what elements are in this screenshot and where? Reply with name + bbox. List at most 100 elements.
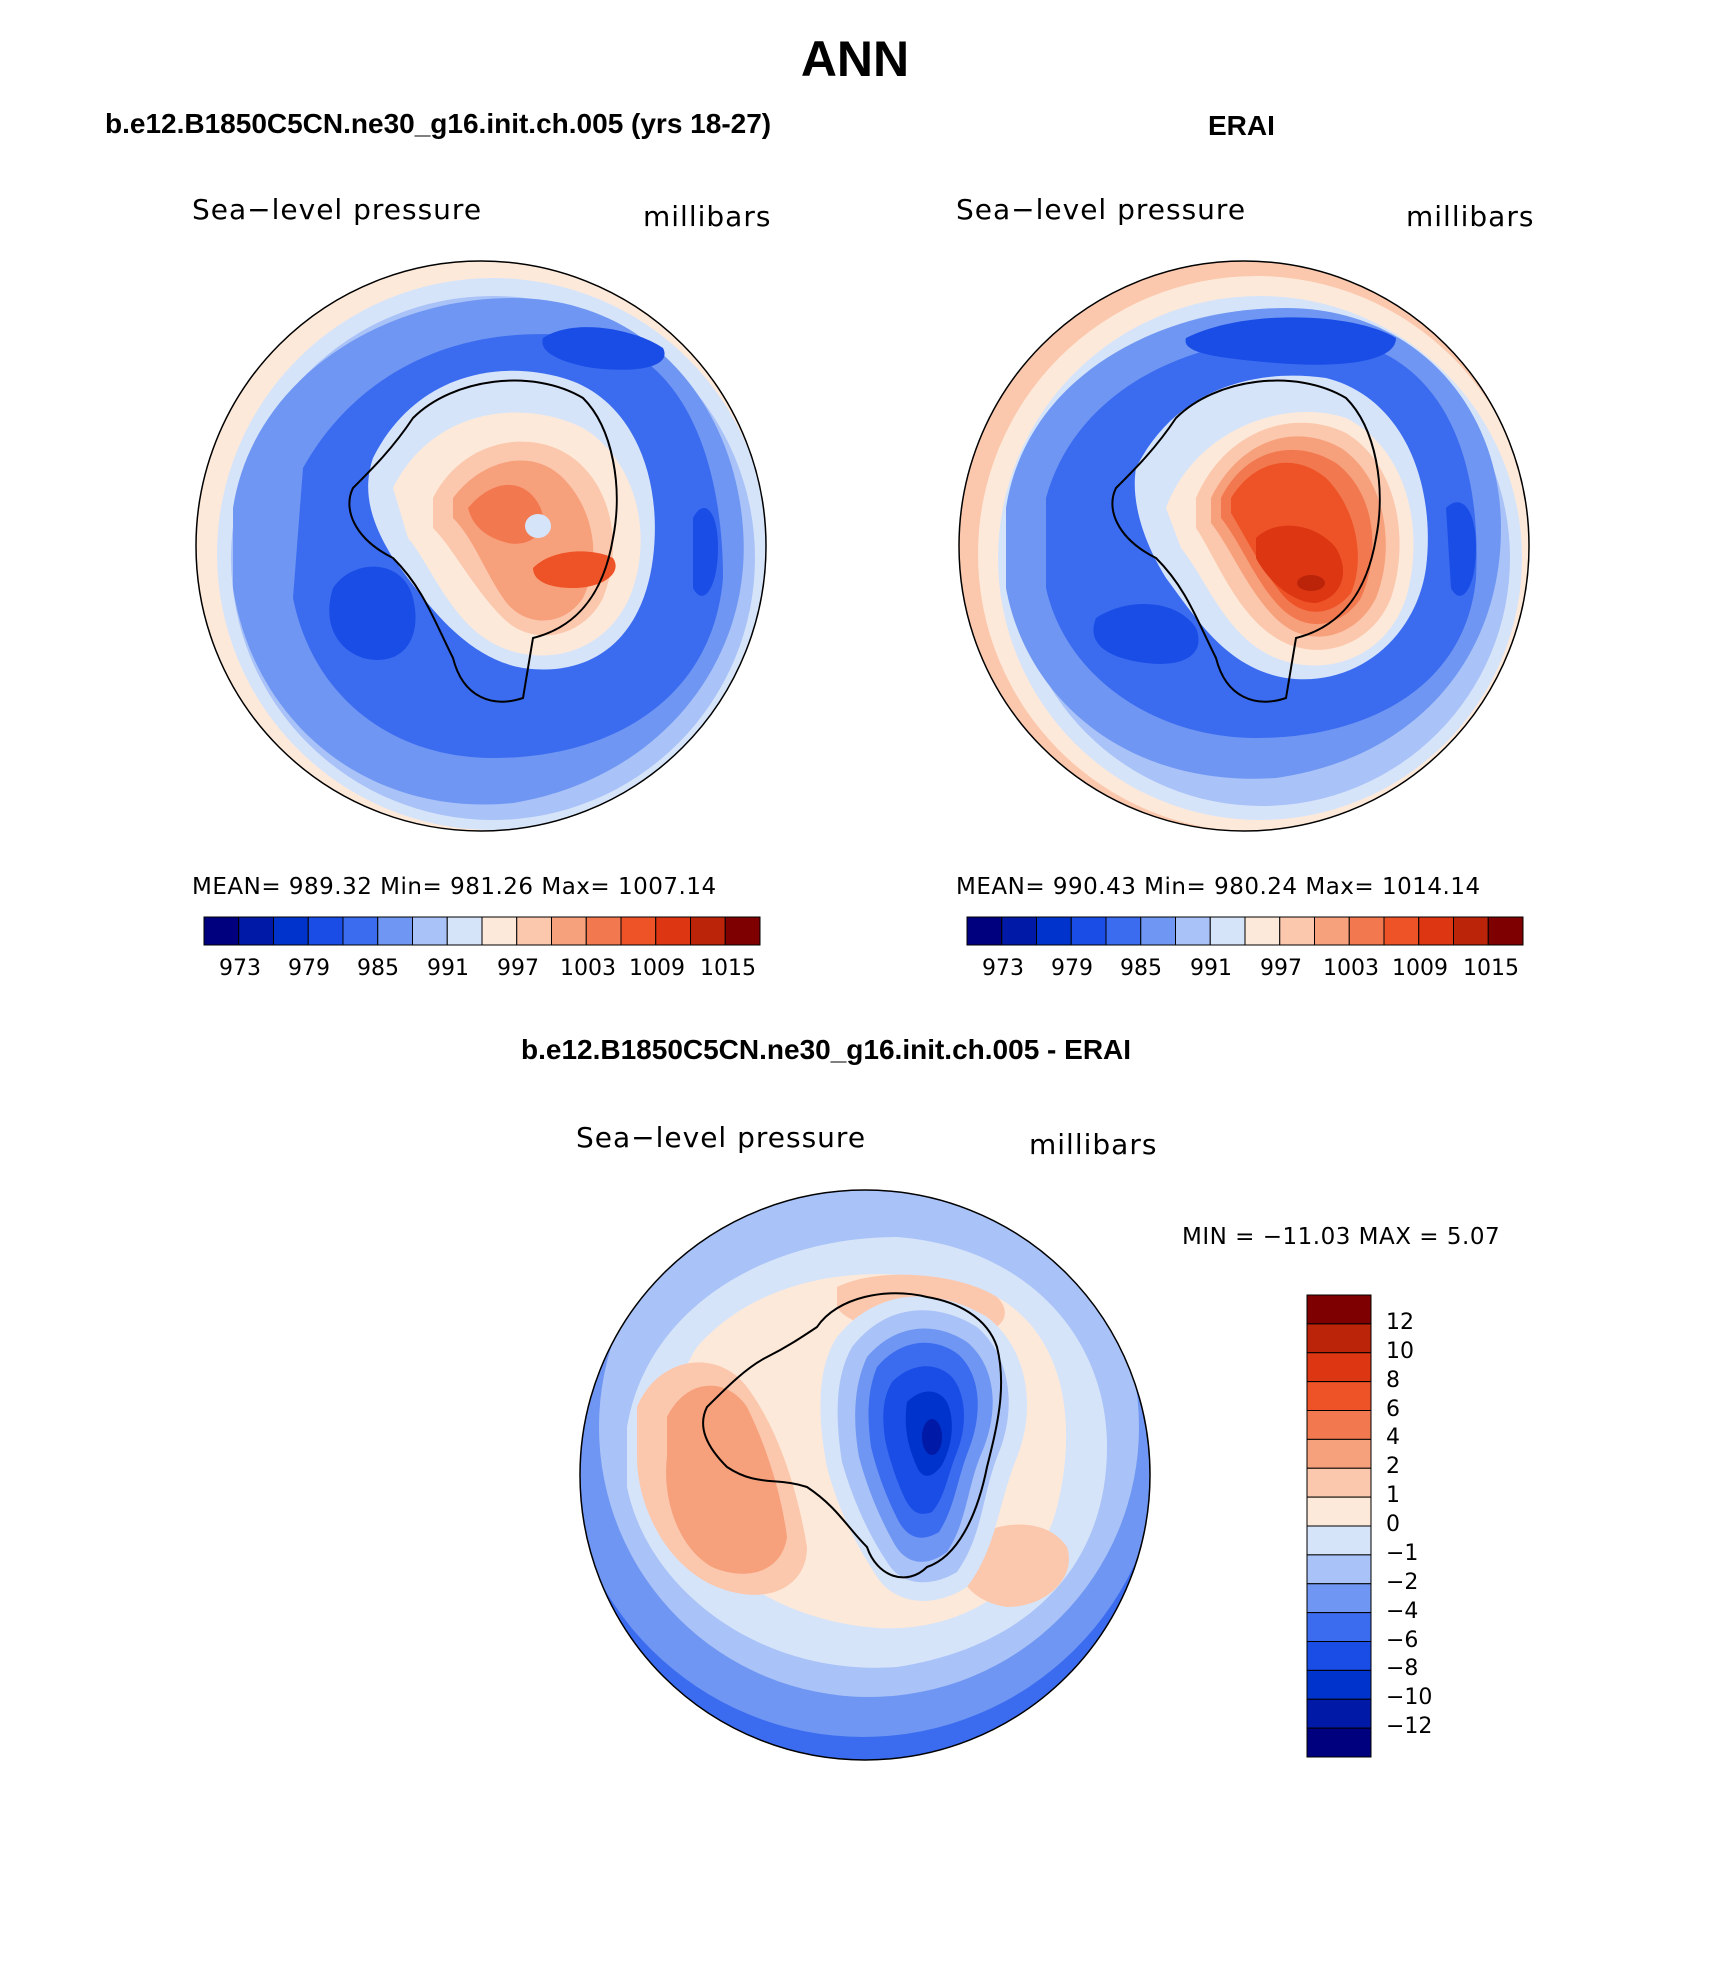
colorbar-swatch xyxy=(1314,916,1350,946)
colorbar-swatch xyxy=(1306,1612,1372,1642)
obs-tick-label: 991 xyxy=(1190,956,1232,981)
colorbar-swatch xyxy=(377,916,413,946)
obs-variable-label: Sea−level pressure xyxy=(956,193,1247,226)
diff-polar-map xyxy=(579,1189,1151,1761)
colorbar-swatch xyxy=(620,916,657,946)
colorbar-swatch xyxy=(238,916,274,946)
colorbar-swatch xyxy=(1306,1294,1372,1325)
model-tick-label: 1015 xyxy=(700,956,756,981)
model-tick-label: 985 xyxy=(357,956,399,981)
diff-tick-label: −2 xyxy=(1386,1569,1419,1595)
colorbar-swatch xyxy=(1105,916,1142,946)
colorbar-swatch xyxy=(1306,1727,1372,1758)
colorbar-swatch xyxy=(1487,916,1524,946)
colorbar-swatch xyxy=(481,916,518,946)
colorbar-swatch xyxy=(1306,1641,1372,1671)
diff-tick-label: −4 xyxy=(1386,1598,1419,1624)
model-tick-label: 973 xyxy=(219,956,261,981)
obs-colorbar xyxy=(966,916,1524,946)
model-variable-label: Sea−level pressure xyxy=(192,193,483,226)
colorbar-swatch xyxy=(1306,1496,1372,1527)
model-stats: MEAN= 989.32 Min= 981.26 Max= 1007.14 xyxy=(192,874,717,900)
obs-tick-label: 1009 xyxy=(1392,956,1448,981)
colorbar-swatch xyxy=(1306,1467,1372,1498)
colorbar-swatch xyxy=(1306,1381,1372,1411)
colorbar-swatch xyxy=(1306,1554,1372,1585)
colorbar-swatch xyxy=(585,916,622,946)
colorbar-swatch xyxy=(307,916,344,946)
diff-panel-title: b.e12.B1850C5CN.ne30_g16.init.ch.005 - E… xyxy=(521,1034,1132,1065)
diff-tick-label: 8 xyxy=(1386,1367,1400,1393)
model-units-label: millibars xyxy=(643,200,772,233)
diff-colorbar-ticks: 12 10 8 6 4 2 1 0 −1 −2 −4 −6 −8 −10 −12 xyxy=(1386,0,1536,1961)
diff-units-label: millibars xyxy=(1029,1128,1158,1161)
obs-stats: MEAN= 990.43 Min= 980.24 Max= 1014.14 xyxy=(956,874,1481,900)
colorbar-swatch xyxy=(1175,916,1211,946)
colorbar-swatch xyxy=(1140,916,1176,946)
colorbar-swatch xyxy=(1306,1438,1372,1469)
diff-tick-label: 2 xyxy=(1386,1454,1400,1480)
main-title: ANN xyxy=(800,31,910,87)
obs-tick-label: 985 xyxy=(1120,956,1162,981)
colorbar-swatch xyxy=(1306,1352,1372,1383)
colorbar-swatch xyxy=(446,916,483,946)
colorbar-swatch xyxy=(1209,916,1246,946)
obs-panel-title: ERAI xyxy=(1208,110,1275,141)
obs-tick-label: 1015 xyxy=(1463,956,1519,981)
model-panel-title: b.e12.B1850C5CN.ne30_g16.init.ch.005 (yr… xyxy=(105,108,772,139)
colorbar-swatch xyxy=(1306,1525,1372,1556)
colorbar-swatch xyxy=(1244,916,1281,946)
diff-tick-label: −6 xyxy=(1386,1627,1419,1653)
colorbar-swatch xyxy=(551,916,587,946)
obs-tick-label: 997 xyxy=(1260,956,1302,981)
colorbar-swatch xyxy=(1306,1410,1372,1440)
colorbar-swatch xyxy=(412,916,448,946)
diff-tick-label: −10 xyxy=(1386,1685,1433,1711)
colorbar-swatch xyxy=(342,916,379,946)
diff-tick-label: 6 xyxy=(1386,1396,1400,1422)
diff-tick-label: −12 xyxy=(1386,1714,1433,1740)
model-colorbar xyxy=(203,916,761,946)
diff-tick-label: −8 xyxy=(1386,1656,1419,1682)
colorbar-swatch xyxy=(1036,916,1072,946)
obs-tick-label: 1003 xyxy=(1323,956,1379,981)
model-polar-map xyxy=(195,260,767,832)
colorbar-swatch xyxy=(1383,916,1420,946)
diff-tick-label: 12 xyxy=(1386,1309,1414,1335)
diff-variable-label: Sea−level pressure xyxy=(576,1121,867,1154)
colorbar-swatch xyxy=(690,916,726,946)
diff-tick-label: 0 xyxy=(1386,1512,1400,1537)
colorbar-swatch xyxy=(1306,1698,1372,1729)
obs-polar-map xyxy=(958,260,1530,832)
colorbar-swatch xyxy=(273,916,309,946)
diff-tick-label: 1 xyxy=(1386,1483,1400,1509)
colorbar-swatch xyxy=(966,916,1003,946)
diff-tick-label: 4 xyxy=(1386,1425,1400,1451)
obs-tick-label: 979 xyxy=(1051,956,1093,981)
model-colorbar-ticks: 973 979 985 991 997 1003 1009 1015 xyxy=(0,956,1710,986)
obs-colorbar-ticks: 973 979 985 991 997 1003 1009 1015 xyxy=(0,956,1710,986)
obs-tick-label: 973 xyxy=(982,956,1024,981)
colorbar-swatch xyxy=(1418,916,1454,946)
colorbar-swatch xyxy=(516,916,552,946)
diff-tick-label: 10 xyxy=(1386,1338,1414,1364)
colorbar-swatch xyxy=(1279,916,1315,946)
model-tick-label: 979 xyxy=(288,956,330,981)
colorbar-swatch xyxy=(1453,916,1489,946)
colorbar-swatch xyxy=(1306,1583,1372,1614)
model-tick-label: 1009 xyxy=(629,956,685,981)
diff-stats: MIN = −11.03 MAX = 5.07 xyxy=(1182,1224,1501,1250)
colorbar-swatch xyxy=(1306,1323,1372,1354)
model-tick-label: 997 xyxy=(497,956,539,981)
colorbar-swatch xyxy=(203,916,240,946)
colorbar-swatch xyxy=(1001,916,1037,946)
colorbar-swatch xyxy=(655,916,691,946)
colorbar-swatch xyxy=(1306,1669,1372,1700)
colorbar-swatch xyxy=(1070,916,1107,946)
model-tick-label: 1003 xyxy=(560,956,616,981)
obs-units-label: millibars xyxy=(1406,200,1535,233)
diff-tick-label: −1 xyxy=(1386,1540,1419,1566)
colorbar-swatch xyxy=(724,916,761,946)
colorbar-swatch xyxy=(1348,916,1385,946)
diff-colorbar xyxy=(1306,1294,1372,1758)
